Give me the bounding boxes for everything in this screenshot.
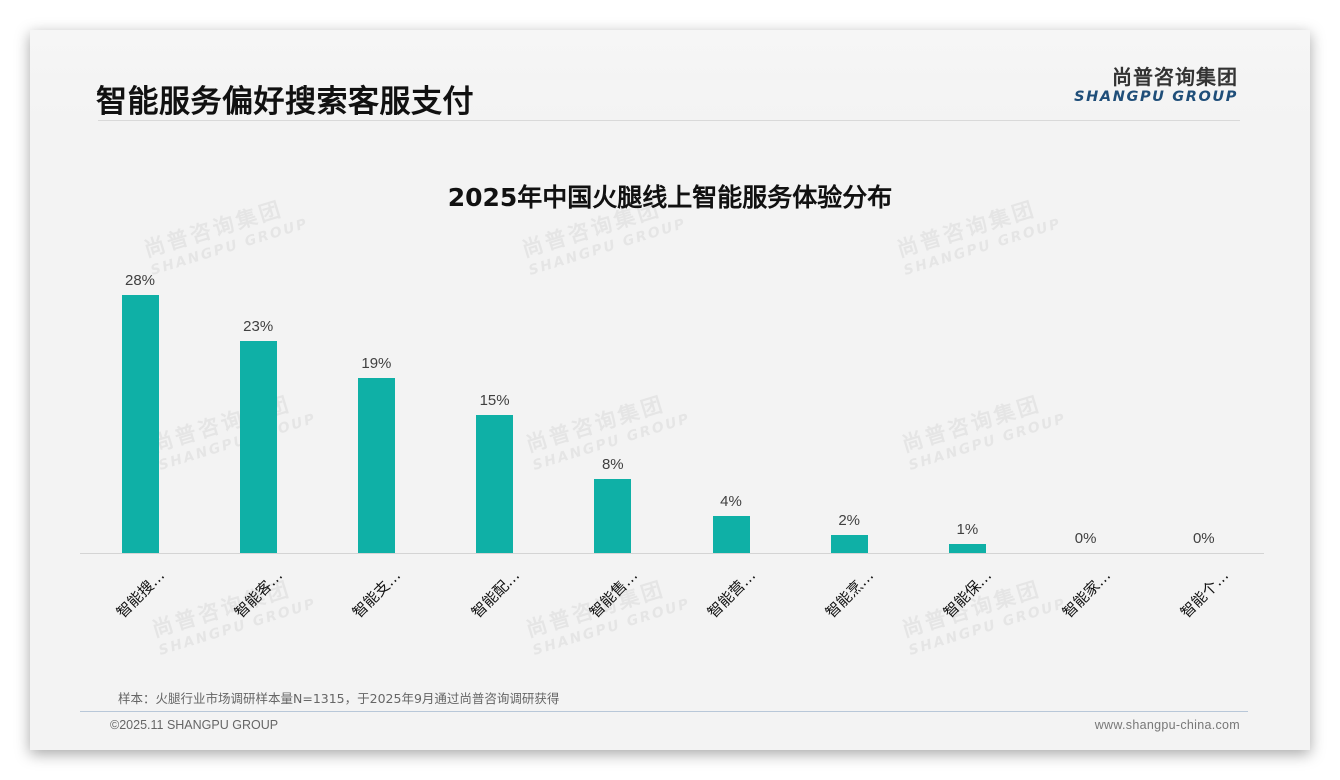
x-axis-category-label: 智能保… (940, 566, 996, 622)
logo-en: SHANGPU GROUP (1074, 89, 1238, 105)
x-axis-category-label: 智能烹… (822, 566, 878, 622)
sample-note: 样本：火腿行业市场调研样本量N=1315，于2025年9月通过尚普咨询调研获得 (118, 691, 560, 706)
bar-value-label: 1% (956, 521, 979, 538)
chart-title: 2025年中国火腿线上智能服务体验分布 (447, 183, 893, 212)
x-axis-category-label: 智能家… (1058, 566, 1114, 622)
bar-value-label: 19% (361, 355, 392, 372)
bar-value-label: 23% (243, 318, 274, 335)
x-axis-category-label: 智能配… (467, 566, 523, 622)
title-divider (98, 120, 1240, 121)
footer-divider (80, 711, 1248, 712)
x-axis-category-label: 智能售… (585, 566, 641, 622)
bar (594, 479, 632, 553)
header-band (30, 30, 1310, 120)
bar-value-label: 28% (124, 272, 156, 289)
bar-value-label: 0% (1192, 530, 1215, 547)
x-axis-category-label: 智能支… (349, 566, 405, 622)
slide: 智能服务偏好搜索客服支付 尚普咨询集团 SHANGPU GROUP 尚普咨询集团… (30, 30, 1310, 750)
footer-copyright: ©2025.11 SHANGPU GROUP (110, 718, 279, 732)
x-axis-line (80, 553, 1264, 554)
bar (830, 535, 868, 553)
bar-value-label: 0% (1074, 530, 1097, 547)
x-axis-category-label: 智能个… (1176, 566, 1232, 622)
logo-cn: 尚普咨询集团 (1112, 65, 1238, 89)
bar (239, 341, 277, 553)
bar (357, 378, 395, 553)
bar-value-label: 8% (601, 456, 624, 473)
bar-chart: 28% 智能搜… 23% 智能客… 19% 智能支… 15% 智能配… 8% 智能售… 4% 智能营…… (30, 30, 1310, 750)
bar (712, 516, 750, 553)
bar (121, 295, 159, 553)
bar (948, 544, 986, 553)
bar-value-label: 4% (720, 493, 742, 510)
x-axis-category-label: 智能搜… (112, 566, 169, 622)
bar (476, 415, 514, 553)
x-axis-category-label: 智能客… (231, 566, 287, 622)
footer-website: www.shangpu-china.com (1094, 718, 1240, 732)
x-axis-category-label: 智能营… (703, 566, 760, 622)
bar-value-label: 15% (479, 392, 510, 409)
company-logo: 尚普咨询集团 SHANGPU GROUP (1074, 66, 1238, 106)
page-title: 智能服务偏好搜索客服支付 (96, 84, 474, 120)
bar-value-label: 2% (838, 512, 861, 529)
